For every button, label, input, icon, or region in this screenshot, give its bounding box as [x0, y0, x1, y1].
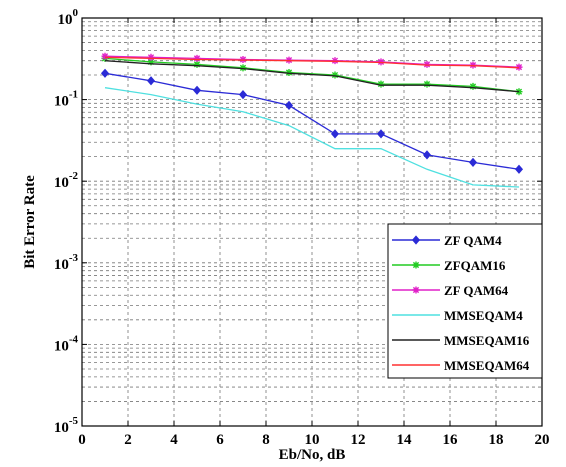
data-point-marker	[411, 235, 421, 245]
data-point-marker	[412, 286, 420, 294]
data-point-marker	[193, 60, 201, 68]
data-point-marker	[146, 76, 156, 86]
data-point-marker	[284, 100, 294, 110]
data-point-marker	[412, 261, 420, 269]
series-line	[104, 72, 520, 170]
x-tick-label: 6	[216, 432, 224, 448]
series-mmseqam16	[104, 60, 520, 93]
x-tick-label: 8	[262, 432, 270, 448]
legend-label: ZFQAM16	[444, 258, 506, 273]
data-point-marker	[423, 80, 431, 88]
series-zf-qam4	[100, 68, 524, 174]
data-point-marker	[422, 150, 432, 160]
data-point-marker	[147, 53, 155, 61]
data-point-marker	[238, 90, 248, 100]
x-tick-label: 16	[443, 432, 459, 448]
grid-lines	[82, 18, 542, 426]
legend: ZF QAM4 ZFQAM16 ZF QAM64 MMSEQAM4 MMSEQAM16 M…	[387, 223, 543, 379]
legend-label: MMSEQAM64	[444, 358, 530, 373]
x-axis-label: Eb/No, dB	[279, 447, 346, 463]
legend-label: MMSEQAM16	[444, 333, 530, 348]
data-point-marker	[285, 68, 293, 76]
legend-item: ZFQAM16	[392, 258, 506, 273]
data-point-marker	[423, 60, 431, 68]
data-point-marker	[193, 54, 201, 62]
x-tick-label: 4	[170, 432, 178, 448]
legend-label: MMSEQAM4	[444, 308, 523, 323]
legend-item: MMSEQAM16	[392, 333, 530, 348]
x-tick-label: 12	[351, 432, 366, 448]
data-point-marker	[101, 52, 109, 60]
legend-label: ZF QAM64	[444, 283, 509, 298]
data-point-marker	[331, 71, 339, 79]
y-tick-label: 100	[58, 7, 79, 28]
series-layer	[100, 52, 524, 188]
x-tick-label: 10	[305, 432, 320, 448]
series-line	[104, 60, 520, 93]
data-point-marker	[330, 129, 340, 139]
data-point-marker	[514, 164, 524, 174]
x-tick-label: 14	[397, 432, 413, 448]
data-point-marker	[376, 129, 386, 139]
data-point-marker	[515, 63, 523, 71]
axis-ticks: 0 2 4 6 8 10 12 14 16 18 20 100 10-1 10-2 10-3 10-4 10-5	[54, 7, 550, 448]
y-tick-label: 10-5	[54, 415, 79, 436]
data-point-marker	[239, 64, 247, 72]
series-line	[104, 56, 520, 69]
x-tick-label: 20	[535, 432, 550, 448]
y-tick-label: 10-2	[54, 170, 79, 191]
x-tick-label: 2	[124, 432, 132, 448]
legend-label: ZF QAM4	[444, 233, 502, 248]
legend-item: ZF QAM4	[392, 233, 502, 248]
series-mmseqam4	[104, 87, 520, 188]
data-point-marker	[377, 80, 385, 88]
y-axis-label: Bit Error Rate	[22, 175, 38, 269]
x-tick-label: 18	[489, 432, 504, 448]
y-tick-label: 10-1	[54, 89, 78, 110]
series-line	[104, 57, 520, 93]
legend-item: ZF QAM64	[392, 283, 509, 298]
data-point-marker	[147, 58, 155, 66]
data-point-marker	[468, 157, 478, 168]
legend-item: MMSEQAM4	[392, 308, 523, 323]
x-tick-label: 0	[78, 432, 86, 448]
y-tick-label: 10-4	[54, 333, 79, 354]
data-point-marker	[100, 68, 110, 78]
legend-box	[387, 223, 543, 379]
series-mmseqam64	[104, 56, 520, 69]
legend-item: MMSEQAM64	[392, 358, 530, 373]
y-tick-label: 10-3	[54, 252, 79, 273]
series-line	[104, 87, 520, 188]
series-zfqam16	[101, 54, 523, 96]
data-point-marker	[192, 85, 202, 95]
data-point-marker	[469, 82, 477, 90]
